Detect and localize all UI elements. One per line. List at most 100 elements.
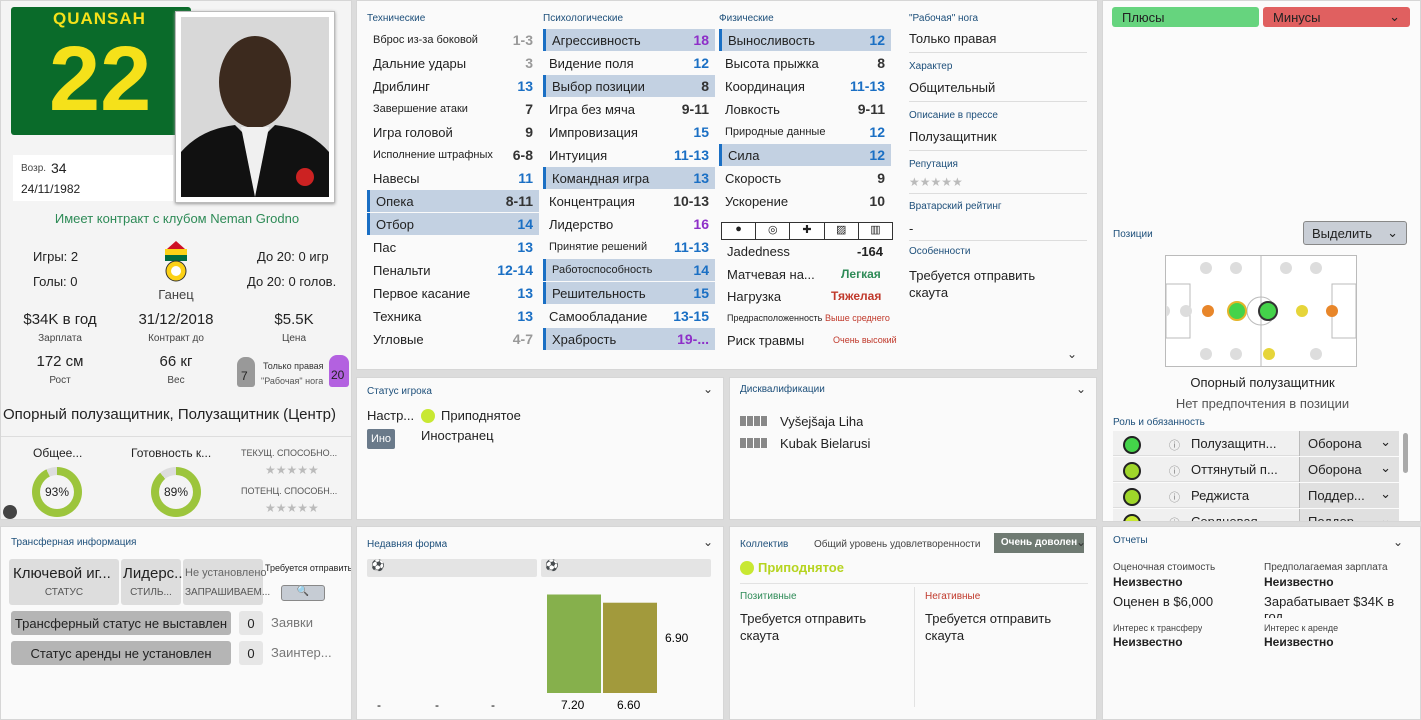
transfer-status-button[interactable]: Трансферный статус не выставлен [11,611,231,635]
physical-attr-row[interactable]: Выносливость 12 [719,29,891,51]
mental-attr-row[interactable]: Храбрость 19-... [543,328,715,350]
style-box[interactable]: Лидерс... СТИЛЬ... [121,559,187,605]
mental-attr-row[interactable]: Самообладание 13-15 [543,305,715,327]
asking-box[interactable]: Не установлено ЗАПРАШИВАЕМ... [183,559,270,605]
physical-attr-row[interactable]: Высота прыжка 8 [719,52,891,74]
chevron-down-icon[interactable]: ⌄ [703,535,714,549]
search-button[interactable]: 🔍 [281,585,325,601]
status-box[interactable]: Ключевой иг... СТАТУС [9,559,119,605]
expand-chevron-icon[interactable]: ⌄ [1067,347,1078,361]
weight-label: Вес [167,375,185,386]
left-foot-rating: 7 [241,369,248,383]
squad-title[interactable]: Коллектив [740,539,789,550]
info-icon[interactable]: ⓘ [1169,466,1180,478]
role-row[interactable]: ⓘ Оттянутый п... Оборона ⌄ [1113,457,1399,482]
physical-attr-row[interactable]: Ускорение 10 [719,190,891,212]
chevron-down-icon[interactable]: ⌄ [703,382,714,396]
technical-attr-row[interactable]: Дриблинг 13 [367,75,539,97]
mental-attr-row[interactable]: Принятие решений 11-13 [543,236,715,258]
personality-value: Общительный [909,80,996,95]
nationality[interactable]: Ганец [158,287,194,302]
highlight-dropdown[interactable]: Выделить ⌄ [1303,221,1407,245]
mental-attr-row[interactable]: Интуиция 11-13 [543,144,715,166]
technical-attr-row[interactable]: Опека 8-11 [367,190,539,212]
info-icon[interactable]: ⓘ [1169,492,1180,504]
mental-attr-row[interactable]: Лидерство 16 [543,213,715,235]
role-row[interactable]: ⓘ Полузащитн... Оборона ⌄ [1113,431,1399,456]
scrollbar[interactable] [1403,433,1408,473]
technical-attr-row[interactable]: Навесы 11 [367,167,539,189]
role-row[interactable]: ⓘ Реджиста Поддер... ⌄ [1113,483,1399,508]
mental-attr-row[interactable]: Решительность 15 [543,282,715,304]
mental-attr-row[interactable]: Игра без мяча 9-11 [543,98,715,120]
foreigner-badge: Ино [367,429,395,449]
role-name: Реджиста [1191,488,1250,503]
player-surname: QUANSAH [53,9,146,28]
medical-cross-icon[interactable]: ✚ [790,223,825,239]
bandage-icon[interactable]: ▨ [825,223,859,239]
mental-attr-row[interactable]: Видение поля 12 [543,52,715,74]
ball-icon[interactable]: ◎ [756,223,791,239]
technical-attr-row[interactable]: Техника 13 [367,305,539,327]
duty-dropdown[interactable]: Поддер... ⌄ [1299,509,1399,522]
mental-attr-row[interactable]: Концентрация 10-13 [543,190,715,212]
form-tab-1[interactable]: ⚽ [367,559,537,577]
attr-name: Сила [728,147,760,163]
technical-attr-row[interactable]: Игра головой 9 [367,121,539,143]
positions-title[interactable]: Позиции [1113,229,1153,240]
reports-title[interactable]: Отчеты [1113,535,1148,546]
info-icon[interactable]: ⓘ [1169,515,1180,521]
mental-attr-row[interactable]: Командная игра 13 [543,167,715,189]
chevron-down-icon[interactable]: ⌄ [1076,535,1087,549]
fitness-value: 89% [163,485,189,499]
mental-attr-row[interactable]: Импровизация 15 [543,121,715,143]
attr-name: Отбор [376,216,414,232]
attr-value: 16 [693,216,709,232]
technical-attr-row[interactable]: Завершение атаки 7 [367,98,539,120]
form-tab-2[interactable]: ⚽ [541,559,711,577]
physical-attr-row[interactable]: Ловкость 9-11 [719,98,891,120]
status-panel: Статус игрока ⌄ Настр... Приподнятое Ино… [356,377,724,520]
technical-attr-row[interactable]: Вброс из-за боковой 1-3 [367,29,539,51]
attr-name: Дриблинг [373,78,430,94]
technical-attr-row[interactable]: Первое касание 13 [367,282,539,304]
attr-value: 15 [693,124,709,140]
attr-name: Дальние удары [373,55,467,71]
transfer-title[interactable]: Трансферная информация [11,537,137,548]
physical-attr-row[interactable]: Сила 12 [719,144,891,166]
attr-name: Интуиция [549,147,608,163]
info-icon[interactable]: ● [722,223,757,239]
mental-attr-row[interactable]: Работоспособность 14 [543,259,715,281]
duty-dropdown[interactable]: Оборона ⌄ [1299,457,1399,482]
contract-club-text[interactable]: Имеет контракт с клубом Neman Grodno [54,211,300,226]
pros-tab[interactable]: Плюсы [1112,7,1259,27]
mental-attr-row[interactable]: Выбор позиции 8 [543,75,715,97]
loan-status-button[interactable]: Статус аренды не установлен [11,641,231,665]
value-value: $5.5K [274,311,314,328]
mental-attr-row[interactable]: Агрессивность 18 [543,29,715,51]
attr-name: Выбор позиции [552,78,645,94]
attr-name: Ускорение [725,193,789,209]
physical-attr-row[interactable]: Природные данные 12 [719,121,891,143]
chevron-down-icon[interactable]: ⌄ [1076,382,1087,396]
position-preference: Нет предпочтения в позиции [1175,396,1350,411]
physical-attr-row[interactable]: Координация 11-13 [719,75,891,97]
technical-attr-row[interactable]: Отбор 14 [367,213,539,235]
role-row[interactable]: ⓘ Сердцевая... Поддер... ⌄ [1113,509,1399,522]
chevron-down-icon[interactable]: ⌄ [1393,535,1404,549]
technical-attr-row[interactable]: Угловые 4-7 [367,328,539,350]
chevron-down-icon: ⌄ [1380,512,1391,522]
technical-attr-row[interactable]: Пас 13 [367,236,539,258]
physical-attr-row[interactable]: Скорость 9 [719,167,891,189]
duty-dropdown[interactable]: Оборона ⌄ [1299,431,1399,456]
duty-dropdown[interactable]: Поддер... ⌄ [1299,483,1399,508]
technical-attr-row[interactable]: Пенальти 12-14 [367,259,539,281]
bar-chart-icon[interactable]: ▥ [870,224,881,236]
person-icon[interactable] [3,505,17,519]
bans-title[interactable]: Дисквалификации [740,384,825,395]
technical-attr-row[interactable]: Дальние удары 3 [367,52,539,74]
cons-tab[interactable]: Минусы ⌄ [1263,7,1410,27]
info-icon[interactable]: ⓘ [1169,440,1180,452]
status-title[interactable]: Статус игрока [367,386,432,397]
technical-attr-row[interactable]: Исполнение штрафных 6-8 [367,144,539,166]
